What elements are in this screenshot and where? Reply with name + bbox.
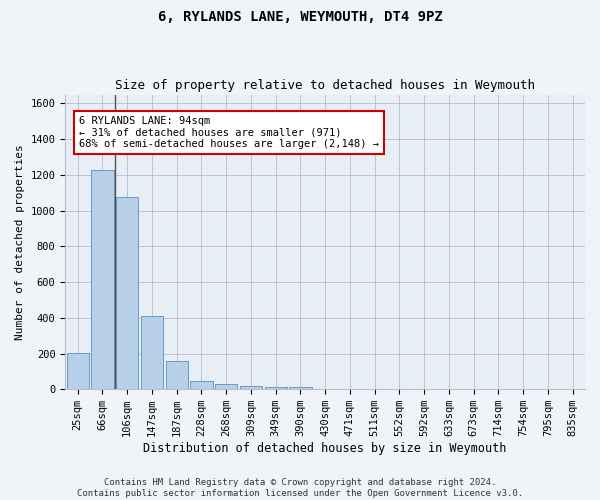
Bar <box>265 386 287 389</box>
Text: 6, RYLANDS LANE, WEYMOUTH, DT4 9PZ: 6, RYLANDS LANE, WEYMOUTH, DT4 9PZ <box>158 10 442 24</box>
Text: 6 RYLANDS LANE: 94sqm
← 31% of detached houses are smaller (971)
68% of semi-det: 6 RYLANDS LANE: 94sqm ← 31% of detached … <box>79 116 379 149</box>
Bar <box>215 384 237 389</box>
Bar <box>289 388 311 389</box>
Text: Contains HM Land Registry data © Crown copyright and database right 2024.
Contai: Contains HM Land Registry data © Crown c… <box>77 478 523 498</box>
Bar <box>166 360 188 389</box>
Bar <box>116 197 138 389</box>
X-axis label: Distribution of detached houses by size in Weymouth: Distribution of detached houses by size … <box>143 442 507 455</box>
Bar <box>141 316 163 389</box>
Y-axis label: Number of detached properties: Number of detached properties <box>15 144 25 340</box>
Bar <box>91 170 113 389</box>
Bar <box>67 352 89 389</box>
Bar <box>190 381 212 389</box>
Bar <box>240 386 262 389</box>
Title: Size of property relative to detached houses in Weymouth: Size of property relative to detached ho… <box>115 79 535 92</box>
